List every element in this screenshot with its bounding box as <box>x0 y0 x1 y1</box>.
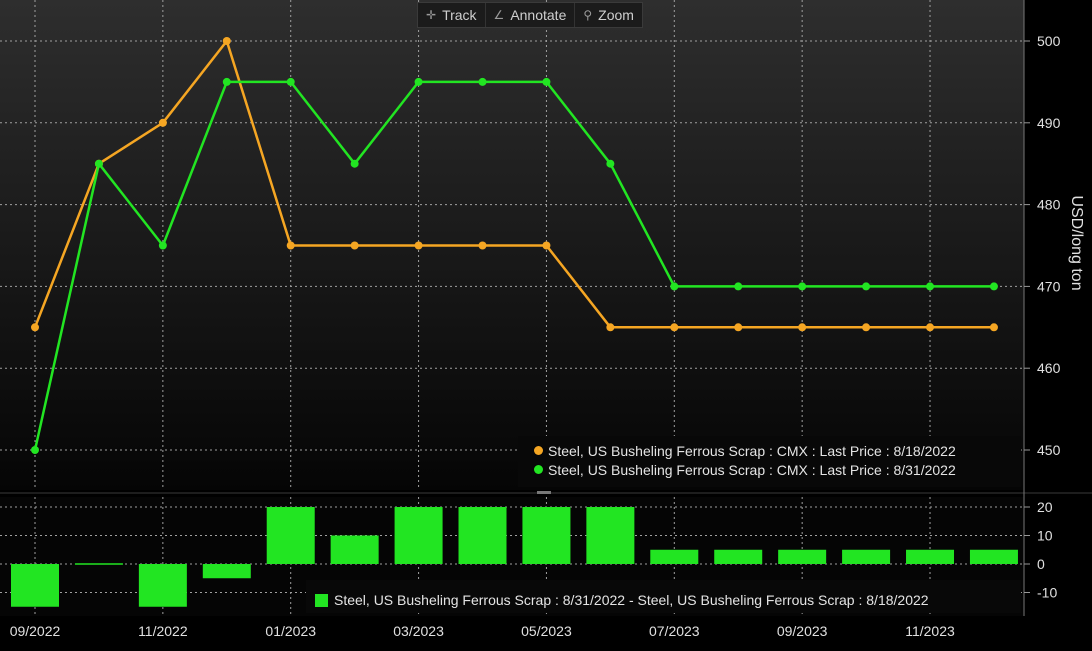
series-point-green <box>286 77 295 86</box>
difference-bar <box>650 549 699 564</box>
legend-dot-green <box>534 465 543 474</box>
legend-label-green: Steel, US Busheling Ferrous Scrap : CMX … <box>548 461 956 478</box>
track-label: Track <box>442 7 477 23</box>
y-tick-label: 500 <box>1037 33 1061 49</box>
series-point-orange <box>222 37 231 45</box>
series-line-orange <box>33 39 994 329</box>
difference-bar <box>138 564 187 607</box>
y-tick-label-lower: 20 <box>1037 499 1053 515</box>
series-point-orange <box>31 323 39 332</box>
y-tick-label: 480 <box>1037 197 1061 213</box>
y-tick-label-lower: 10 <box>1037 528 1053 544</box>
magnifier-icon: ⚲ <box>583 8 593 22</box>
series-point-orange <box>862 323 871 332</box>
series-point-green <box>798 282 807 291</box>
x-tick-label: 09/2022 <box>10 623 61 639</box>
difference-bar <box>458 507 507 564</box>
y-axis-label: USD/long ton <box>1068 195 1085 290</box>
x-tick-label: 11/2023 <box>905 623 955 639</box>
zoom-label: Zoom <box>598 7 634 23</box>
series-point-green <box>478 77 487 86</box>
series-point-orange <box>414 241 423 250</box>
difference-bar <box>842 549 891 564</box>
x-tick-label: 05/2023 <box>521 623 572 639</box>
panel-splitter-handle <box>537 491 551 494</box>
crosshair-icon: ✛ <box>426 8 437 22</box>
chart-toolbar: ✛ Track ∠ Annotate ⚲ Zoom <box>417 2 643 28</box>
pencil-icon: ∠ <box>493 8 505 22</box>
annotate-button[interactable]: ∠ Annotate <box>486 3 576 27</box>
series-point-green <box>542 77 551 86</box>
series-point-orange <box>798 323 807 332</box>
annotate-label: Annotate <box>510 7 567 23</box>
series-point-green <box>94 159 103 168</box>
series-point-green <box>989 282 998 291</box>
series-point-green <box>414 77 423 86</box>
y-tick-label: 470 <box>1037 278 1061 294</box>
legend-item-green: Steel, US Busheling Ferrous Scrap : CMX … <box>534 460 1021 479</box>
difference-bar <box>266 507 315 564</box>
series-point-orange <box>670 323 679 332</box>
x-tick-label: 07/2023 <box>649 623 700 639</box>
difference-bar <box>522 507 571 564</box>
series-point-orange <box>478 241 487 250</box>
difference-bar <box>778 549 827 564</box>
series-point-orange <box>926 323 935 332</box>
x-tick-label: 01/2023 <box>265 623 316 639</box>
zoom-button[interactable]: ⚲ Zoom <box>575 3 642 27</box>
y-tick-label-lower: -10 <box>1037 585 1057 601</box>
difference-bar <box>202 564 251 579</box>
series-point-orange <box>350 241 359 250</box>
series-point-green <box>862 282 871 291</box>
track-button[interactable]: ✛ Track <box>418 3 486 27</box>
x-tick-label: 03/2023 <box>393 623 444 639</box>
y-tick-label-lower: 0 <box>1037 556 1045 572</box>
difference-bar <box>394 507 443 564</box>
difference-bar <box>11 564 59 607</box>
x-tick-label: 09/2023 <box>777 623 828 639</box>
price-legend: Steel, US Busheling Ferrous Scrap : CMX … <box>518 436 1021 487</box>
series-point-green <box>670 282 679 291</box>
series-point-green <box>31 446 39 454</box>
series-point-green <box>158 241 167 250</box>
legend-label-difference: Steel, US Busheling Ferrous Scrap : 8/31… <box>334 592 929 608</box>
series-point-orange <box>286 241 295 250</box>
difference-legend: Steel, US Busheling Ferrous Scrap : 8/31… <box>306 580 1021 613</box>
series-point-orange <box>542 241 551 250</box>
series-point-orange <box>989 323 998 332</box>
series-point-green <box>606 159 615 168</box>
series-point-green <box>926 282 935 291</box>
series-point-orange <box>606 323 615 332</box>
legend-label-orange: Steel, US Busheling Ferrous Scrap : CMX … <box>548 442 956 459</box>
y-tick-label: 450 <box>1037 442 1061 458</box>
series-point-orange <box>158 118 167 127</box>
series-point-orange <box>734 323 743 332</box>
difference-bar <box>906 549 955 564</box>
difference-bar <box>330 535 379 564</box>
legend-dot-orange <box>534 446 543 455</box>
difference-bar <box>714 549 763 564</box>
legend-item-orange: Steel, US Busheling Ferrous Scrap : CMX … <box>534 441 1021 460</box>
series-point-green <box>734 282 743 291</box>
x-tick-label: 11/2022 <box>138 623 188 639</box>
difference-bar <box>586 507 635 564</box>
series-line-green <box>33 80 994 451</box>
y-tick-label: 460 <box>1037 360 1061 376</box>
y-tick-label: 490 <box>1037 115 1061 131</box>
legend-square-green <box>315 593 328 607</box>
difference-bar <box>969 549 1018 564</box>
series-point-green <box>222 77 231 86</box>
series-point-green <box>350 159 359 168</box>
